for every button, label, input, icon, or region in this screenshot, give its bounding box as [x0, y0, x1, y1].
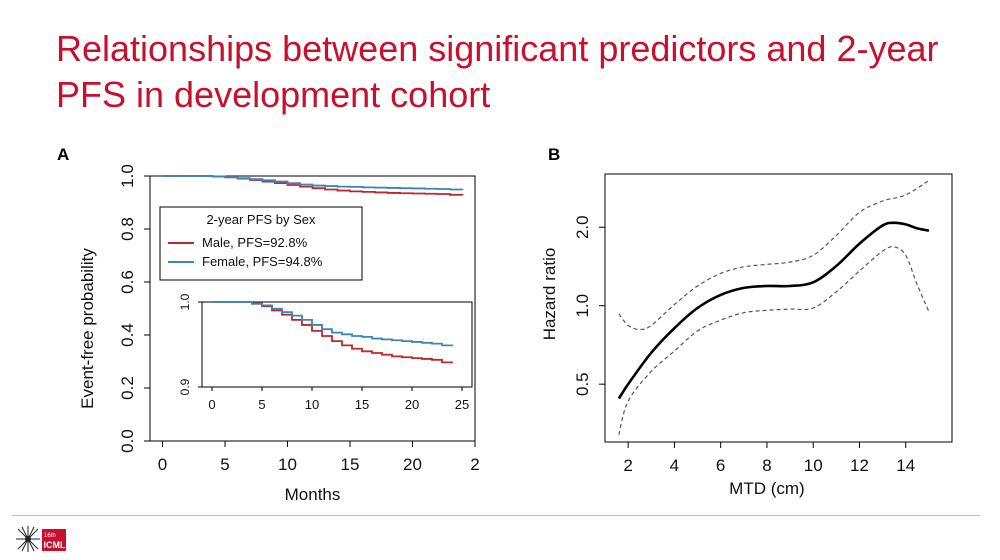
km-chart: 0 5 10 15 20 2 0.0 0.2 0.4 0.6 0.8 1.0 Months Event-f…	[78, 164, 480, 504]
km-inset-x-tick-label: 10	[305, 397, 319, 412]
km-x-tick-label: 5	[220, 455, 229, 474]
km-y-axis-label: Event-free probability	[78, 248, 97, 409]
km-x-tick-label: 2	[470, 455, 479, 474]
km-plot-frame	[149, 175, 476, 442]
hazard-ratio-chart: 2 4 6 8 10 12 14 0.5 1.0 2.0 MTD (cm) Hazard ratio	[540, 173, 953, 498]
km-legend-entry: Male, PFS=92.8%	[202, 235, 308, 250]
icml-logo: 16th ICML	[14, 523, 74, 555]
panel-a-label: A	[57, 145, 70, 164]
km-curve-female	[162, 175, 464, 191]
hr-x-tick-label: 8	[762, 456, 771, 475]
hr-y-tick-label: 2.0	[573, 215, 592, 239]
km-inset-curve-female	[212, 301, 453, 347]
km-inset-x-tick-label: 15	[355, 397, 369, 412]
hr-x-tick-label: 14	[896, 456, 915, 475]
km-x-tick-label: 15	[341, 455, 360, 474]
hr-curve-hazard-ratio	[617, 221, 930, 400]
hr-curve-upper-95-ci	[618, 180, 930, 331]
km-x-tick-label: 0	[158, 455, 167, 474]
km-y-tick-label: 0.2	[118, 376, 137, 400]
panel-b-label: B	[548, 145, 561, 164]
hr-y-tick-label: 1.0	[573, 294, 592, 318]
km-x-tick-label: 20	[403, 455, 422, 474]
km-inset-x-tick-label: 5	[258, 397, 265, 412]
km-y-tick-label: 0.0	[118, 429, 137, 453]
km-legend-entry: Female, PFS=94.8%	[202, 254, 323, 269]
conference-logo-icon: 16th ICML	[16, 526, 66, 552]
km-y-tick-label: 0.6	[118, 270, 137, 294]
km-legend-title: 2-year PFS by Sex	[206, 212, 316, 227]
slide-title: Relationships between significant predic…	[56, 28, 939, 115]
hr-x-tick-label: 12	[850, 456, 869, 475]
km-inset-curve-male	[212, 301, 453, 364]
hr-x-tick-label: 2	[623, 456, 632, 475]
km-x-tick-label: 10	[278, 455, 297, 474]
km-y-tick-label: 0.8	[118, 217, 137, 241]
km-inset-frame	[201, 301, 473, 388]
hr-y-axis-label: Hazard ratio	[540, 248, 559, 341]
hr-x-tick-label: 4	[670, 456, 679, 475]
logo-text: ICML	[44, 540, 66, 550]
hr-x-tick-label: 10	[804, 456, 823, 475]
km-inset-y-tick-label: 0.9	[178, 378, 192, 395]
logo-edition: 16th	[44, 533, 56, 539]
km-inset-x-tick-label: 25	[455, 397, 469, 412]
footer-divider	[12, 515, 980, 516]
km-inset-x-tick-label: 20	[405, 397, 419, 412]
hr-curve-lower-95-ci	[618, 246, 930, 435]
km-y-tick-label: 0.4	[118, 323, 137, 347]
km-x-axis-label: Months	[285, 485, 341, 504]
km-inset-x-tick-label: 0	[208, 397, 215, 412]
km-y-tick-label: 1.0	[118, 164, 137, 188]
hr-plot-frame	[604, 173, 953, 443]
hr-y-tick-label: 0.5	[573, 372, 592, 396]
km-inset-y-tick-label: 1.0	[178, 293, 192, 310]
hr-x-tick-label: 6	[716, 456, 725, 475]
hr-x-axis-label: MTD (cm)	[729, 479, 805, 498]
